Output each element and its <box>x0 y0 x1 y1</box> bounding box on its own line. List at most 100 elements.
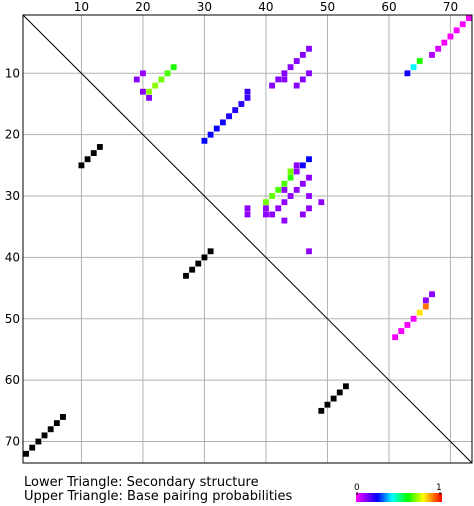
structure-cell <box>96 144 103 150</box>
structure-cell <box>207 248 214 255</box>
probability-cell <box>201 137 208 144</box>
probability-cell <box>213 125 220 132</box>
structure-cell <box>318 407 325 414</box>
probability-cell <box>281 217 288 224</box>
probability-cell <box>306 248 312 255</box>
probability-cell <box>293 168 300 175</box>
probability-cell <box>299 211 306 218</box>
probability-cell <box>459 21 466 28</box>
x-tick-label: 60 <box>381 0 396 14</box>
structure-cell <box>78 162 85 169</box>
probability-cell <box>281 180 288 187</box>
probability-cell <box>404 321 411 328</box>
upper-triangle-caption: Upper Triangle: Base pairing probabiliti… <box>24 489 293 504</box>
probability-cell <box>441 39 448 46</box>
x-tick-label: 70 <box>443 0 458 14</box>
probability-cell <box>306 45 312 52</box>
probability-cell <box>435 45 442 52</box>
probability-cell <box>404 70 411 77</box>
probability-cell <box>287 64 294 71</box>
x-tick-label: 30 <box>197 0 212 14</box>
probability-cell <box>398 328 405 334</box>
probability-cell <box>466 15 472 21</box>
probability-cell <box>306 70 312 77</box>
probability-cell <box>422 303 429 310</box>
diagonal-line <box>22 14 473 464</box>
probability-cell <box>318 199 325 206</box>
y-tick-label: 50 <box>5 312 20 326</box>
plot-frame <box>22 14 473 464</box>
probability-cell <box>281 199 288 206</box>
x-tick-label: 10 <box>74 0 89 14</box>
y-tick-label: 60 <box>5 373 20 387</box>
probability-cell <box>133 76 140 83</box>
probability-cell <box>293 82 300 89</box>
structure-cell <box>330 395 337 402</box>
structure-cell <box>35 438 42 445</box>
probability-cell <box>152 82 159 89</box>
structure-cell <box>189 266 196 273</box>
structure-cell <box>84 156 91 163</box>
x-tick-labels: 10 20 30 40 50 60 70 <box>74 0 458 14</box>
colorbar-min-label: 0 <box>354 483 360 493</box>
probability-cell <box>244 94 251 101</box>
probability-cell <box>299 51 306 58</box>
probability-cell <box>293 58 300 64</box>
structure-cell <box>47 426 54 433</box>
structure-cell <box>342 383 349 390</box>
probability-cell <box>207 131 214 138</box>
probability-cell <box>244 88 251 95</box>
probability-cell <box>429 291 435 298</box>
probability-cell <box>410 315 417 322</box>
probability-cell <box>263 199 269 206</box>
probability-cell <box>269 211 276 218</box>
structure-cell <box>41 432 48 439</box>
structure-cell <box>60 414 66 420</box>
probability-cell <box>287 174 294 181</box>
structure-cell <box>195 260 202 267</box>
probability-cell <box>306 156 312 163</box>
structure-cell <box>201 254 208 261</box>
probability-cell <box>164 70 171 77</box>
probability-cell <box>447 33 454 40</box>
y-tick-labels: 10 20 30 40 50 60 70 <box>5 66 20 448</box>
x-tick-label: 40 <box>258 0 273 14</box>
probability-cell <box>140 88 146 95</box>
structure-cell <box>90 150 97 157</box>
probability-cell <box>429 51 435 58</box>
probability-cell <box>281 70 288 77</box>
probability-cell <box>422 297 429 304</box>
probability-cell <box>453 27 460 34</box>
probability-cell <box>275 186 282 193</box>
probability-cell <box>275 76 282 83</box>
colorbar-max-label: 1 <box>436 483 442 493</box>
probability-cell <box>232 107 239 114</box>
probability-cell <box>146 94 153 101</box>
probability-cell <box>416 309 423 316</box>
probability-cell <box>146 88 153 95</box>
y-tick-label: 10 <box>5 66 20 80</box>
structure-cell <box>29 444 36 451</box>
x-tick-label: 50 <box>320 0 335 14</box>
probability-cell <box>416 58 423 64</box>
probability-cell <box>269 82 276 89</box>
y-tick-label: 40 <box>5 250 20 264</box>
pair-cells <box>23 15 472 457</box>
probability-cell <box>244 211 251 218</box>
probability-cell <box>293 186 300 193</box>
probability-cell <box>287 168 294 175</box>
probability-cell <box>263 211 269 218</box>
probability-cell <box>293 162 300 169</box>
structure-cell <box>53 420 60 427</box>
probability-cell <box>306 205 312 212</box>
colorbar <box>356 493 442 502</box>
probability-cell <box>226 113 232 120</box>
probability-cell <box>219 119 226 126</box>
structure-cell <box>23 450 29 457</box>
structure-cell <box>183 272 189 279</box>
structure-cell <box>324 401 331 408</box>
probability-cell <box>281 76 288 83</box>
y-tick-label: 30 <box>5 189 20 203</box>
probability-cell <box>410 64 417 71</box>
